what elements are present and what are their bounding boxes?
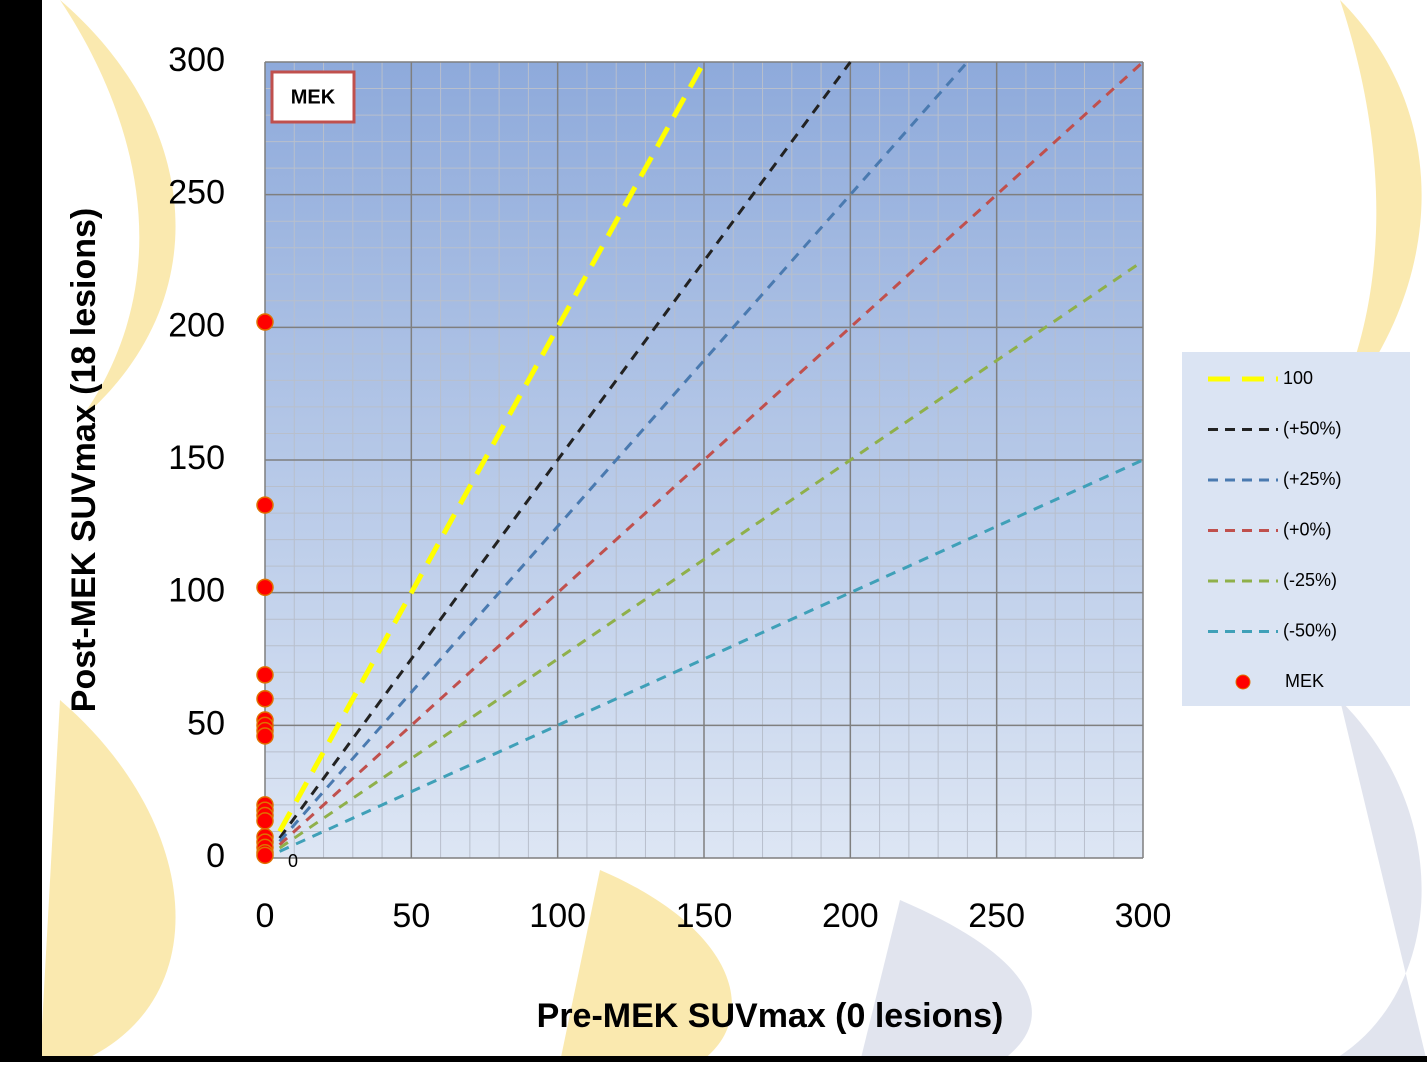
legend-label: 100 xyxy=(1283,368,1313,388)
legend-swatch xyxy=(1235,674,1251,690)
annotation-box xyxy=(270,70,356,124)
legend-label: (+50%) xyxy=(1283,418,1342,438)
series-line xyxy=(277,60,707,833)
series-line xyxy=(279,458,1144,853)
x-tick-label: 150 xyxy=(676,897,733,935)
y-tick-label: 250 xyxy=(168,174,225,212)
decoration xyxy=(40,0,1427,1062)
point xyxy=(256,846,274,865)
point xyxy=(256,690,274,708)
legend-items: 100 (+50%) (+25%) (+0%) (-25%) (-50%) MEK xyxy=(1208,368,1342,691)
legend-label: (+25%) xyxy=(1283,469,1342,489)
point xyxy=(256,666,274,684)
x-tick-label: 50 xyxy=(392,897,430,935)
y-tick-label: 300 xyxy=(168,41,225,79)
point xyxy=(256,727,274,745)
x-tick-label: 250 xyxy=(968,897,1025,935)
y-tick-label: 0 xyxy=(206,837,225,875)
legend-label: (-25%) xyxy=(1283,570,1337,590)
series-line xyxy=(278,60,1145,846)
point xyxy=(256,313,274,331)
point-label: 0 xyxy=(288,851,298,871)
series-line xyxy=(278,61,969,843)
y-axis-title: Post-MEK SUVmax (18 lesions) xyxy=(65,208,103,712)
x-tick-label: 300 xyxy=(1115,897,1172,935)
y-tick-label: 100 xyxy=(168,572,225,610)
legend-label: MEK xyxy=(1285,671,1324,691)
point xyxy=(256,578,274,597)
bottom-band xyxy=(0,1056,1427,1062)
point xyxy=(256,496,274,514)
y-tick-label: 50 xyxy=(187,704,225,742)
point xyxy=(256,812,274,830)
marks xyxy=(256,60,1145,865)
y-tick-label: 200 xyxy=(168,306,225,344)
x-tick-label: 0 xyxy=(256,897,275,935)
legend xyxy=(1182,352,1410,706)
left-band xyxy=(0,0,42,1062)
legend-label: (-50%) xyxy=(1283,620,1337,640)
y-tick-label: 150 xyxy=(168,439,225,477)
legend-label: (+0%) xyxy=(1283,519,1332,539)
annotation: MEK xyxy=(291,86,336,108)
x-tick-label: 200 xyxy=(822,897,879,935)
x-axis-title: Pre-MEK SUVmax (0 lesions) xyxy=(537,997,1004,1035)
series-line xyxy=(278,259,1144,850)
x-tick-label: 100 xyxy=(529,897,586,935)
